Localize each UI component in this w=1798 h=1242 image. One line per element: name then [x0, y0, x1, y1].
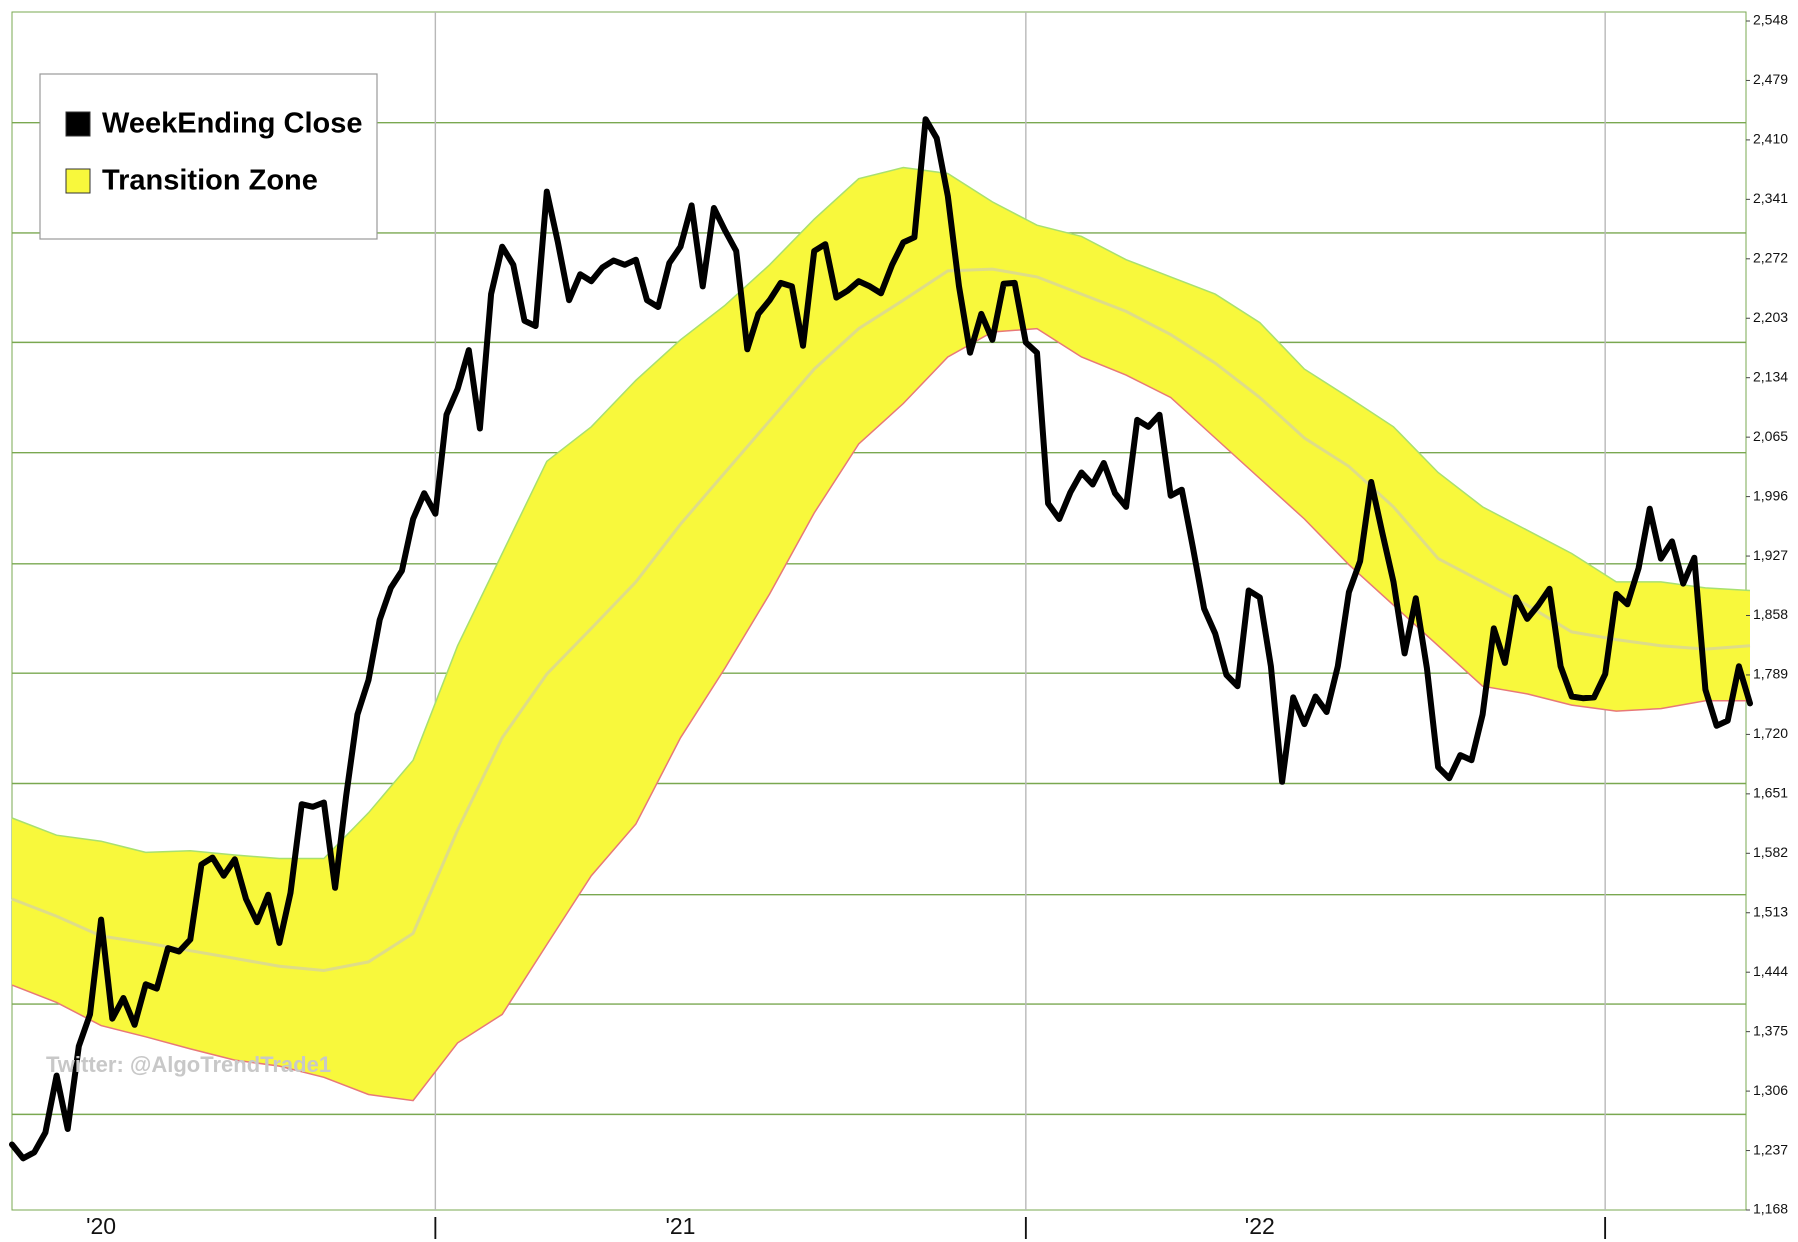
- zone-mid-line: [11, 267, 1751, 973]
- x-tick-label: |: [432, 1213, 438, 1239]
- y-tick-label: 1,651: [1753, 785, 1788, 801]
- y-tick-label: 2,410: [1753, 131, 1788, 147]
- legend-label: WeekEnding Close: [102, 108, 363, 140]
- transition-zone: [12, 167, 1750, 1101]
- zone-lower-edge: [11, 327, 1750, 1102]
- x-tick-label: |: [1602, 1213, 1608, 1239]
- x-tick-label: '22: [1245, 1213, 1275, 1239]
- y-tick-label: 1,375: [1753, 1022, 1788, 1038]
- y-tick-label: 2,272: [1753, 250, 1788, 266]
- y-tick-label: 1,237: [1753, 1141, 1788, 1157]
- y-tick-label: 1,720: [1753, 725, 1788, 741]
- legend-box: [39, 73, 378, 240]
- y-tick-label: 2,341: [1753, 190, 1788, 206]
- y-tick-label: 1,582: [1753, 844, 1788, 860]
- y-tick-label: 1,858: [1753, 606, 1788, 622]
- legend-label: Transition Zone: [102, 165, 318, 197]
- y-tick-label: 2,065: [1753, 428, 1788, 444]
- legend-swatch: [65, 111, 91, 137]
- y-tick-label: 1,996: [1753, 487, 1788, 503]
- y-tick-label: 2,203: [1753, 309, 1788, 325]
- y-tick-label: 1,789: [1753, 666, 1788, 682]
- y-tick-label: 1,168: [1753, 1201, 1788, 1217]
- legend: WeekEnding Close Transition Zone: [39, 73, 378, 240]
- x-tick-label: |: [1023, 1213, 1029, 1239]
- y-tick-label: 1,927: [1753, 547, 1788, 563]
- watermark: Twitter: @AlgoTrendTrade1: [46, 1052, 331, 1077]
- x-tick-label: '21: [665, 1213, 695, 1239]
- x-tick-label: '20: [86, 1213, 116, 1239]
- legend-swatch: [65, 168, 91, 194]
- axes: 1,168 1,237 1,306 1,375 1,444 1,513 1,582 1,651…: [86, 12, 1788, 1239]
- y-tick-label: 2,134: [1753, 368, 1788, 384]
- zone-upper-edge: [11, 166, 1751, 860]
- y-tick-label: 1,513: [1753, 903, 1788, 919]
- y-tick-label: 1,444: [1753, 963, 1788, 979]
- marks: [9, 116, 1753, 1162]
- y-tick-label: 2,548: [1753, 12, 1788, 28]
- y-tick-label: 2,479: [1753, 71, 1788, 87]
- y-tick-label: 1,306: [1753, 1082, 1788, 1098]
- close-line: [9, 116, 1753, 1162]
